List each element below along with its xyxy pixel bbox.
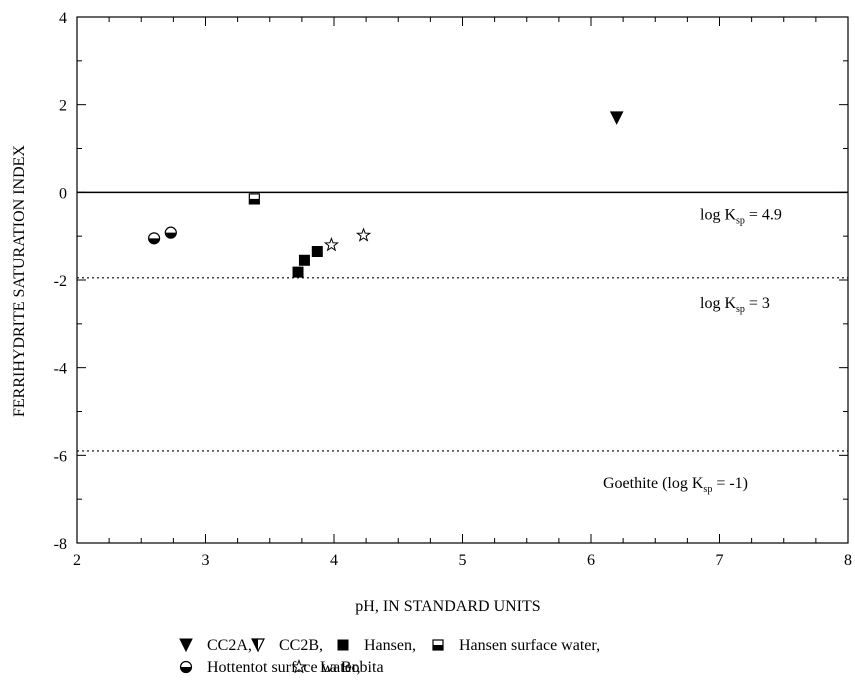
legend-marker: [432, 639, 444, 651]
data-point: [164, 226, 177, 239]
y-tick-label: -4: [54, 361, 67, 378]
reference-line-label: log Ksp = 4.9: [700, 206, 782, 226]
y-tick-label: -8: [54, 536, 67, 553]
legend-label: Hottentot surface water,: [207, 659, 361, 676]
y-tick-label: -6: [54, 448, 67, 465]
x-tick-label: 4: [330, 552, 338, 569]
reference-line-label: Goethite (log Ksp = -1): [603, 475, 748, 495]
data-point: [355, 227, 372, 242]
data-point: [292, 266, 304, 278]
data-point: [311, 246, 323, 258]
y-axis-label: FERRIHYDRITE SATURATION INDEX: [11, 145, 28, 417]
legend-label: CC2B,: [279, 637, 323, 654]
ref-label-tail: = 3: [745, 295, 770, 312]
x-tick-label: 5: [459, 552, 467, 569]
legend: CC2A, CC2B, Hansen, Hansen surface water, Ho…: [179, 637, 600, 676]
data-point: [298, 254, 310, 266]
x-tick-label: 8: [844, 552, 852, 569]
plot-frame: [76, 16, 849, 544]
data-point: [609, 111, 624, 125]
legend-label: La Bobita: [320, 659, 384, 676]
x-tick-label: 7: [716, 552, 724, 569]
legend-marker: [291, 659, 307, 674]
y-tick-label: 4: [59, 10, 67, 27]
ref-label-subscript: sp: [703, 484, 712, 495]
y-tick-label: -2: [54, 273, 67, 290]
legend-label: CC2A,: [207, 637, 252, 654]
ref-label-tail: = -1): [712, 475, 748, 492]
data-point: [323, 236, 339, 252]
legend-marker: [337, 639, 349, 651]
legend-label: Hansen surface water,: [459, 637, 600, 654]
ref-label-subscript: sp: [736, 304, 745, 315]
ref-label-main: log K: [700, 206, 736, 223]
ref-label-main: Goethite (log K: [603, 475, 704, 492]
x-axis-label: pH, IN STANDARD UNITS: [355, 598, 540, 615]
y-tick-label: 0: [59, 185, 67, 202]
ref-label-tail: = 4.9: [745, 206, 782, 223]
legend-marker: [179, 660, 193, 674]
x-tick-label: 6: [587, 552, 595, 569]
x-tick-label: 3: [202, 552, 210, 569]
x-tick-label: 2: [73, 552, 81, 569]
data-point: [248, 193, 260, 205]
reference-line-label: log Ksp = 3: [700, 295, 770, 315]
ref-label-main: log K: [700, 295, 736, 312]
legend-marker: [251, 638, 265, 653]
legend-label: Hansen,: [364, 637, 416, 654]
data-point: [148, 232, 161, 245]
y-tick-label: 2: [59, 98, 67, 115]
ref-label-subscript: sp: [736, 215, 745, 226]
legend-marker: [179, 638, 193, 653]
